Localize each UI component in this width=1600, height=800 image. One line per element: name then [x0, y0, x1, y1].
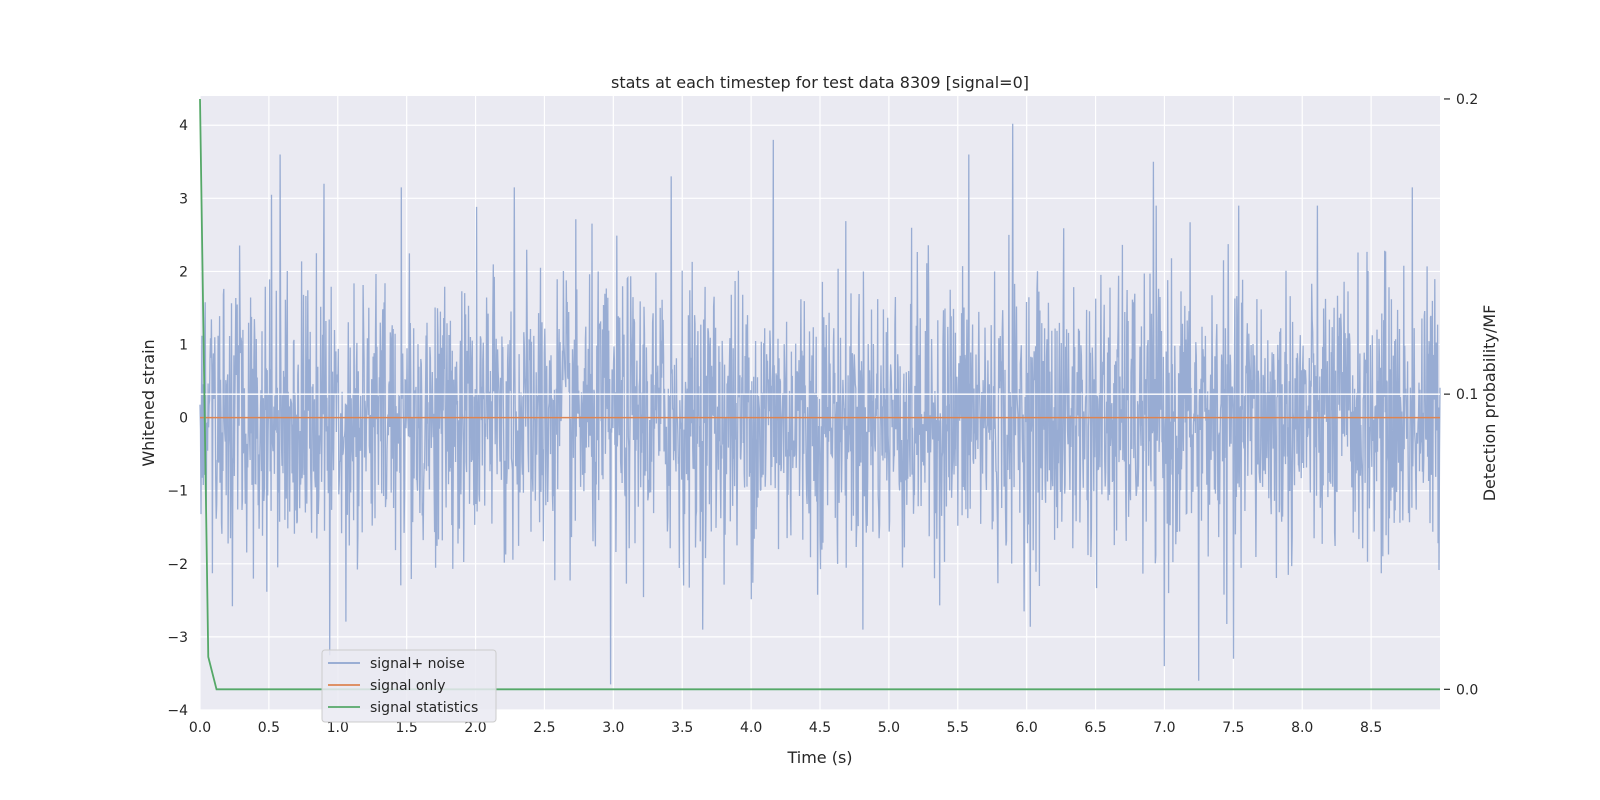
legend: signal+ noise signal only signal statist…: [321, 649, 497, 723]
x-tick-label: 8.5: [1360, 720, 1382, 736]
y-tick-label: 4: [179, 118, 188, 134]
y-tick-label: −1: [167, 484, 188, 500]
y2-tick-label: 0.1: [1456, 387, 1478, 403]
legend-label-signal-statistics: signal statistics: [370, 700, 478, 716]
y-tick-label: −2: [167, 557, 188, 573]
x-tick-label: 5.5: [947, 720, 969, 736]
chart-title: stats at each timestep for test data 830…: [611, 73, 1029, 92]
x-tick-label: 2.0: [464, 720, 486, 736]
x-tick-label: 6.0: [1016, 720, 1038, 736]
x-tick-label: 3.0: [602, 720, 624, 736]
y-tick-label: 1: [179, 338, 188, 354]
y-tick-label: 3: [179, 191, 188, 207]
x-tick-label: 7.0: [1153, 720, 1175, 736]
x-tick-label: 3.5: [671, 720, 693, 736]
y2-tick-label: 0.2: [1456, 92, 1478, 108]
x-tick-label: 5.0: [878, 720, 900, 736]
x-tick-label: 1.0: [327, 720, 349, 736]
y-tick-label: −4: [167, 703, 188, 719]
x-tick-label: 7.5: [1222, 720, 1244, 736]
x-tick-label: 0.5: [258, 720, 280, 736]
legend-box: [321, 649, 497, 723]
signal-noise-line: [199, 123, 1441, 685]
legend-label-signal-only: signal only: [370, 678, 445, 694]
x-tick-label: 4.0: [740, 720, 762, 736]
signal-statistics-line: [199, 98, 1440, 691]
y2-axis-label: Detection probability/MF: [1480, 305, 1499, 502]
legend-label-signal-noise: signal+ noise: [370, 656, 465, 672]
axis-ticks: 0.0 0.5 1.0 1.5 2.0 2.5 3.0 3.5 4.0 4.5 5.0 5.5 6.0 6…: [167, 92, 1478, 736]
y-tick-label: 0: [179, 411, 188, 427]
series-signal-noise: [199, 123, 1441, 685]
x-tick-label: 0.0: [189, 720, 211, 736]
series-lines: [199, 98, 1440, 691]
y-axis-label: Whitened strain: [139, 339, 158, 466]
x-tick-label: 2.5: [533, 720, 555, 736]
x-axis-label: Time (s): [786, 748, 852, 767]
y-tick-label: −3: [167, 630, 188, 646]
x-tick-label: 1.5: [396, 720, 418, 736]
y2-tick-label: 0.0: [1456, 682, 1478, 698]
x-tick-label: 8.0: [1291, 720, 1313, 736]
y-tick-label: 2: [179, 264, 188, 280]
x-tick-label: 6.5: [1084, 720, 1106, 736]
x-tick-label: 4.5: [809, 720, 831, 736]
